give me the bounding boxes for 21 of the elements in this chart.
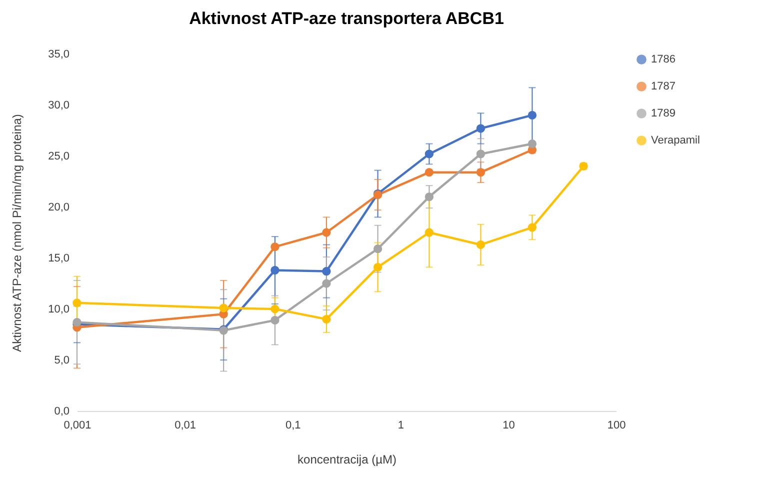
legend-label: Verapamil xyxy=(651,134,700,146)
y-tick-label: 35,0 xyxy=(48,48,70,60)
x-tick-label: 0,1 xyxy=(285,420,301,432)
y-tick-label: 0,0 xyxy=(54,406,70,418)
legend-label: 1787 xyxy=(651,80,676,92)
x-axis-title: koncentracija (µM) xyxy=(298,452,396,466)
y-tick-label: 15,0 xyxy=(48,252,70,264)
y-tick-label: 10,0 xyxy=(48,304,70,316)
chart-title: Aktivnost ATP-aze transportera ABCB1 xyxy=(189,9,504,28)
x-tick-label: 0,001 xyxy=(64,420,92,432)
y-tick-label: 5,0 xyxy=(54,354,70,366)
x-tick-label: 10 xyxy=(502,420,515,432)
x-tick-label: 100 xyxy=(607,420,626,432)
y-tick-label: 20,0 xyxy=(48,202,70,214)
y-tick-label: 30,0 xyxy=(48,100,70,112)
x-tick-label: 0,01 xyxy=(174,420,196,432)
legend-label: 1789 xyxy=(651,108,676,120)
y-axis-title: Aktivnost ATP-aze (nmol Pi/min/mg proteina) xyxy=(10,114,24,352)
legend-label: 1786 xyxy=(651,54,676,66)
x-tick-label: 1 xyxy=(398,420,404,432)
y-tick-label: 25,0 xyxy=(48,150,70,162)
